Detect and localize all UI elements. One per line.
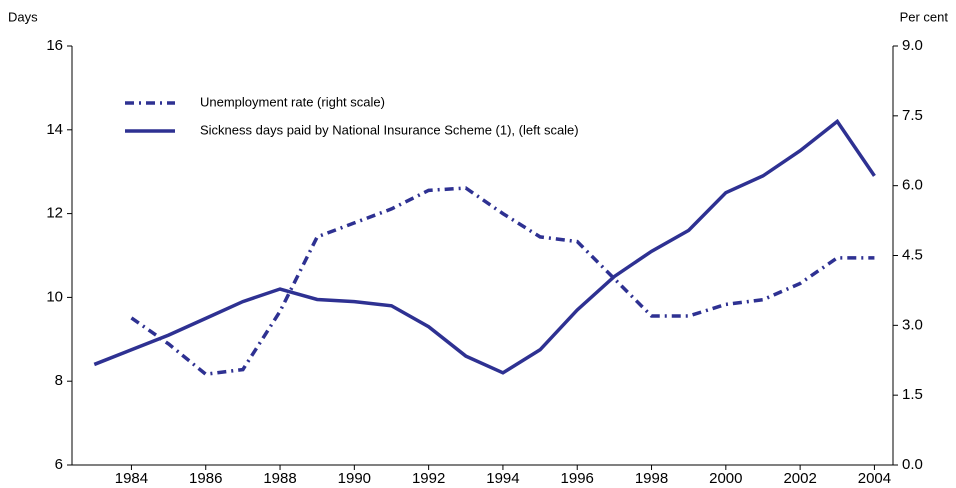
y-tick-label: 6	[55, 456, 63, 473]
y-tick-label: 16	[46, 37, 63, 54]
y2-tick-label: 3.0	[902, 316, 923, 333]
y2-tick-label: 7.5	[902, 107, 923, 124]
x-tick-label: 1994	[486, 470, 519, 487]
y-tick-label: 8	[55, 372, 63, 389]
legend-label: Unemployment rate (right scale)	[200, 94, 385, 109]
x-tick-label: 2000	[709, 470, 742, 487]
y-axis-label: Days	[8, 9, 38, 24]
y2-axis-label: Per cent	[900, 9, 949, 24]
y2-tick-label: 6.0	[902, 177, 923, 194]
y2-tick-label: 0.0	[902, 456, 923, 473]
y-tick-label: 10	[46, 288, 63, 305]
series-line	[130, 186, 875, 377]
x-tick-label: 1992	[412, 470, 445, 487]
y2-tick-label: 1.5	[902, 386, 923, 403]
legend-label: Sickness days paid by National Insurance…	[200, 122, 579, 137]
x-tick-label: 1998	[635, 470, 668, 487]
x-tick-label: 1986	[189, 470, 222, 487]
x-tick-label: 2004	[858, 470, 891, 487]
x-tick-label: 1984	[115, 470, 148, 487]
x-tick-label: 2002	[783, 470, 816, 487]
y2-tick-label: 9.0	[902, 37, 923, 54]
y-tick-label: 12	[46, 205, 63, 222]
series-line	[93, 118, 876, 375]
x-tick-label: 1996	[561, 470, 594, 487]
y2-tick-label: 4.5	[902, 246, 923, 263]
x-tick-label: 1990	[338, 470, 371, 487]
x-tick-label: 1988	[263, 470, 296, 487]
y-tick-label: 14	[46, 121, 63, 138]
